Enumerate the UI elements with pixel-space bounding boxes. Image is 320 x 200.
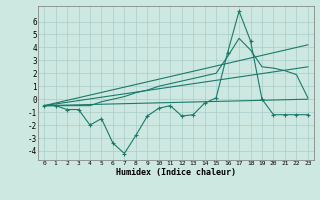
X-axis label: Humidex (Indice chaleur): Humidex (Indice chaleur) bbox=[116, 168, 236, 177]
